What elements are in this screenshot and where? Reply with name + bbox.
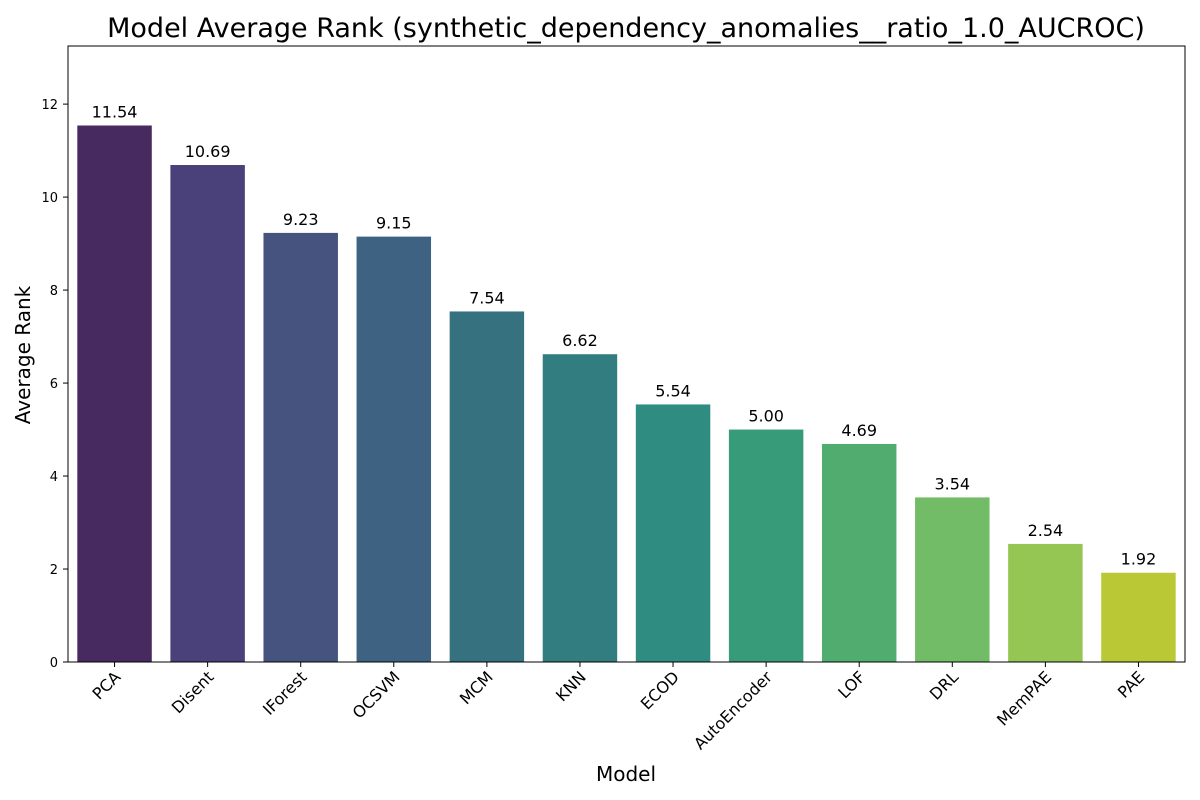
data-label-knn: 6.62 [562,331,598,350]
y-tick-label: 10 [41,191,58,206]
bar-pae [1101,572,1176,662]
data-label-drl: 3.54 [934,474,970,493]
x-tick-label: OCSVM [349,667,404,722]
bar-pca [77,125,152,662]
bar-ecod [635,404,711,662]
chart-title: Model Average Rank (synthetic_dependency… [107,13,1145,44]
y-tick-label: 6 [50,377,58,392]
data-label-pca: 11.54 [92,103,138,122]
bar-lof [821,443,897,662]
bar-knn [542,354,618,662]
bar-iforest [263,232,338,662]
y-axis-ticks: 0 2 4 6 8 10 12 [41,98,68,671]
x-tick-label: MCM [456,667,497,708]
x-tick-label: Disent [168,667,218,717]
x-tick-label: ECOD [637,667,683,713]
bar-mcm [449,311,525,662]
data-labels-layer: 11.54 10.69 9.23 9.15 7.54 6.62 5.54 5.00 4.69 3.… [92,103,1157,569]
y-tick-label: 0 [50,656,58,671]
data-label-autoencoder: 5.00 [748,407,784,426]
x-axis-label: Model [596,762,656,786]
x-tick-label: KNN [552,667,590,705]
bar-drl [915,497,990,662]
x-tick-label: PAE [1114,667,1148,701]
x-tick-label: AutoEncoder [690,667,776,753]
data-label-mcm: 7.54 [469,288,505,307]
x-tick-label: IForest [259,667,310,718]
data-label-pae: 1.92 [1121,550,1157,569]
bar-disent [170,165,245,662]
y-tick-label: 8 [50,284,58,299]
bar-ocsvm [356,236,432,663]
bar-autoencoder [728,429,804,662]
x-tick-label: PCA [88,667,124,703]
bars-layer [77,125,1176,663]
data-label-iforest: 9.23 [283,210,319,229]
data-label-mempae: 2.54 [1028,521,1064,540]
data-label-disent: 10.69 [185,142,231,161]
x-tick-label: MemPAE [993,667,1055,729]
y-tick-label: 2 [50,563,58,578]
bar-mempae [1008,543,1083,662]
y-tick-label: 4 [50,470,58,485]
data-label-lof: 4.69 [841,421,877,440]
data-label-ocsvm: 9.15 [376,214,412,233]
x-tick-label: LOF [834,667,869,702]
y-tick-label: 12 [41,98,58,113]
plot-area-frame [67,45,1186,663]
y-axis-label: Average Rank [11,285,35,424]
x-axis-ticks: PCA Disent IForest OCSVM MCM KNN ECOD AutoEncod… [88,662,1148,753]
data-label-ecod: 5.54 [655,381,691,400]
x-tick-label: DRL [926,667,962,703]
